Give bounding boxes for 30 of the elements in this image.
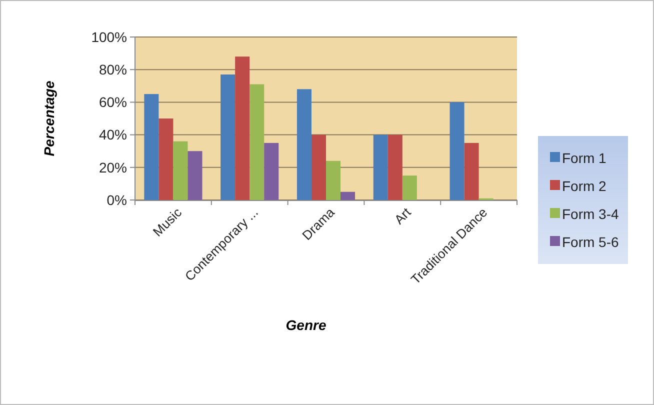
y-tick-label: 100% (91, 28, 127, 45)
bar (464, 142, 479, 200)
bar (264, 142, 279, 200)
x-tick-label: Art (391, 204, 414, 228)
bar (402, 176, 417, 200)
bar (450, 102, 464, 200)
y-tick-label: 20% (98, 159, 127, 176)
bar (340, 192, 356, 200)
y-tick-label: 80% (98, 62, 127, 78)
legend-label: Form 2 (562, 178, 607, 194)
y-tick-label: 60% (98, 94, 127, 110)
bar (296, 89, 312, 200)
bar (235, 56, 250, 200)
bar (188, 151, 202, 200)
y-tick-label: 0% (106, 192, 127, 208)
bar (326, 160, 341, 200)
legend-label: Form 3-4 (562, 206, 619, 222)
bar (173, 141, 188, 200)
bar (144, 94, 159, 200)
legend-label: Form 1 (562, 150, 607, 166)
y-axis-title: Percentage (41, 80, 57, 156)
y-tick-label: 40% (98, 126, 127, 143)
bar (220, 74, 236, 200)
bar (311, 134, 326, 200)
bar (373, 134, 388, 200)
bar (388, 134, 402, 200)
bar (250, 84, 264, 200)
bar (158, 118, 174, 200)
legend-label: Form 5-6 (562, 234, 619, 250)
x-axis-title: Genre (286, 317, 326, 333)
